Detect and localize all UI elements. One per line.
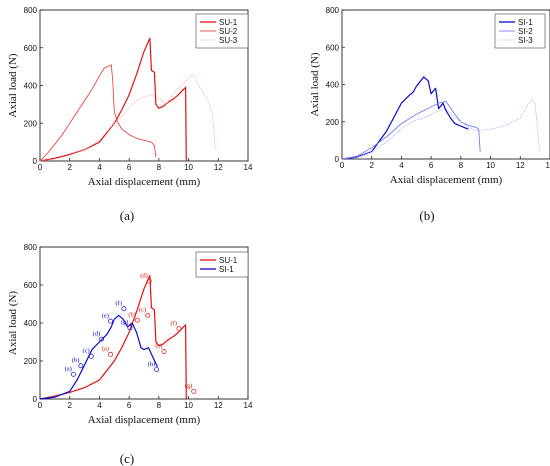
annotation-label: (a) bbox=[65, 366, 72, 373]
x-tick-label: 2 bbox=[67, 401, 72, 410]
annotation-label: (e) bbox=[155, 343, 162, 350]
x-tick-label: 2 bbox=[67, 163, 72, 172]
annotation-label: (c) bbox=[139, 307, 146, 314]
annotation-marker bbox=[99, 336, 105, 342]
annotation-marker bbox=[176, 326, 182, 332]
annotation-marker bbox=[161, 349, 167, 354]
annotation-label: (b) bbox=[72, 357, 80, 364]
x-tick-label: 10 bbox=[184, 401, 193, 410]
annotation-marker bbox=[121, 306, 127, 312]
panel-label: (b) bbox=[419, 208, 434, 223]
x-tick-label: 0 bbox=[38, 163, 43, 172]
panel-c: 0 2 4 6 8 10 12 14 0 200 400 600 800 Axial displaceme… bbox=[7, 243, 253, 466]
annotation-marker bbox=[145, 312, 151, 318]
legend-label: SU-3 bbox=[219, 36, 238, 45]
x-tick-label: 12 bbox=[516, 161, 525, 170]
y-tick-label: 800 bbox=[326, 6, 340, 15]
series-line-su-2 bbox=[39, 64, 157, 162]
x-tick-label: 10 bbox=[486, 161, 495, 170]
series-line-su-1 bbox=[39, 37, 187, 162]
annotation-marker bbox=[127, 325, 133, 331]
x-tick-label: 12 bbox=[214, 401, 223, 410]
y-tick-label: 0 bbox=[33, 395, 38, 404]
legend-box bbox=[195, 251, 249, 278]
x-tick-label: 8 bbox=[157, 401, 162, 410]
annotation-label: (f) bbox=[170, 320, 177, 327]
y-tick-label: 800 bbox=[24, 6, 38, 15]
panel-label: (c) bbox=[120, 451, 134, 466]
annotation-marker bbox=[88, 353, 94, 359]
annotation-label: (b) bbox=[128, 311, 136, 318]
annotation-label: (a) bbox=[102, 346, 109, 353]
panel-a: 0 2 4 6 8 10 12 14 0 200 400 600 800 Axial displaceme… bbox=[7, 6, 253, 223]
x-tick-label: 4 bbox=[97, 401, 102, 410]
x-tick-label: 4 bbox=[97, 163, 102, 172]
annotation-label: (f) bbox=[115, 300, 122, 307]
legend-label: SI-1 bbox=[219, 265, 234, 274]
annotation-label: (c) bbox=[82, 347, 89, 354]
annotation-label: (g) bbox=[185, 383, 193, 390]
series-line-si-3 bbox=[341, 99, 540, 160]
x-tick-label: 6 bbox=[429, 161, 434, 170]
y-tick-label: 0 bbox=[33, 157, 38, 166]
x-tick-label: 2 bbox=[369, 161, 374, 170]
panel-b: 0 2 4 6 8 10 12 14 0 200 400 600 800 Axial displaceme… bbox=[309, 6, 550, 223]
y-axis-label: Axial load (N) bbox=[309, 52, 321, 116]
x-tick-label: 8 bbox=[157, 163, 162, 172]
x-axis-label: Axial displacement (mm) bbox=[88, 176, 201, 188]
series-line-si-1 bbox=[39, 314, 158, 400]
x-tick-label: 14 bbox=[244, 401, 253, 410]
x-tick-label: 6 bbox=[127, 163, 132, 172]
x-tick-label: 14 bbox=[244, 163, 253, 172]
y-tick-label: 200 bbox=[326, 118, 340, 127]
annotation-marker bbox=[146, 278, 152, 284]
annotation-marker bbox=[108, 318, 114, 324]
x-tick-label: 4 bbox=[399, 161, 404, 170]
legend-label: SI-1 bbox=[518, 18, 533, 27]
y-tick-label: 800 bbox=[24, 243, 38, 252]
y-tick-label: 200 bbox=[24, 357, 38, 366]
y-axis-label: Axial load (N) bbox=[7, 291, 19, 355]
annotation-marker bbox=[154, 367, 160, 372]
y-axis-label: Axial load (N) bbox=[7, 53, 19, 117]
annotation-marker bbox=[78, 363, 84, 369]
annotation-marker bbox=[134, 317, 140, 323]
annotation-marker bbox=[70, 371, 76, 377]
annotation-label: (d) bbox=[93, 330, 101, 337]
series-line-si-2 bbox=[341, 100, 481, 160]
series-line-su-1 bbox=[39, 274, 187, 400]
y-tick-label: 400 bbox=[24, 82, 38, 91]
x-tick-label: 8 bbox=[459, 161, 464, 170]
y-tick-label: 600 bbox=[24, 44, 38, 53]
x-tick-label: 0 bbox=[340, 161, 345, 170]
y-tick-label: 400 bbox=[326, 81, 340, 90]
x-axis-label: Axial displacement (mm) bbox=[88, 414, 201, 426]
y-tick-label: 600 bbox=[24, 281, 38, 290]
x-axis-label: Axial displacement (mm) bbox=[390, 174, 503, 186]
x-tick-label: 0 bbox=[38, 401, 43, 410]
panel-label: (a) bbox=[120, 208, 134, 223]
annotation-label: (e) bbox=[102, 312, 109, 319]
annotation-marker bbox=[191, 388, 197, 394]
annotation-label: (h) bbox=[148, 361, 156, 368]
x-tick-label: 12 bbox=[214, 163, 223, 172]
annotation-label: (d) bbox=[140, 272, 148, 279]
x-tick-label: 10 bbox=[184, 163, 193, 172]
y-tick-label: 200 bbox=[24, 119, 38, 128]
y-tick-label: 0 bbox=[335, 155, 340, 164]
legend-label: SI-2 bbox=[518, 27, 533, 36]
legend-label: SU-1 bbox=[219, 18, 238, 27]
annotation-marker bbox=[108, 351, 114, 357]
series-line-su-3 bbox=[39, 73, 216, 162]
annotation-label: (g) bbox=[121, 319, 129, 326]
legend-label: SU-2 bbox=[219, 27, 238, 36]
legend-label: SU-1 bbox=[219, 256, 238, 265]
legend-label: SI-3 bbox=[518, 36, 533, 45]
y-tick-label: 600 bbox=[326, 43, 340, 52]
y-tick-label: 400 bbox=[24, 319, 38, 328]
x-tick-label: 14 bbox=[546, 161, 550, 170]
x-tick-label: 6 bbox=[127, 401, 132, 410]
series-line-si-1 bbox=[341, 76, 469, 160]
